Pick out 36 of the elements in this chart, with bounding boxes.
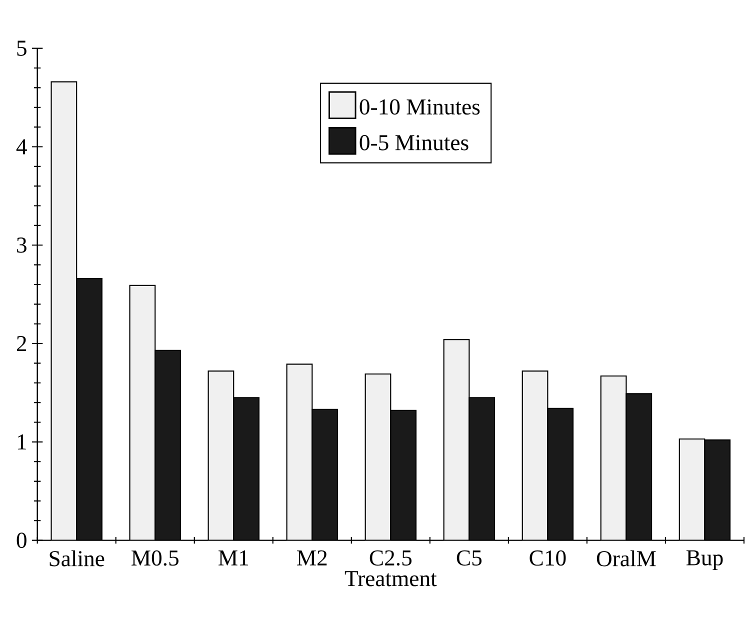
x-axis-title: Treatment — [344, 571, 437, 586]
bar — [51, 82, 77, 540]
x-tick-label: M1 — [218, 550, 248, 566]
bar — [522, 371, 548, 540]
bar — [444, 340, 470, 540]
bar — [704, 439, 731, 540]
bar — [600, 376, 626, 540]
x-tick-label: Saline — [50, 550, 104, 566]
bar — [234, 398, 259, 540]
bar — [626, 394, 652, 540]
bar — [365, 374, 391, 540]
y-tick-label: 4 — [16, 139, 27, 154]
x-tick-label: M0.5 — [132, 550, 178, 566]
x-tick-label: C5 — [456, 550, 482, 566]
bar — [390, 410, 416, 540]
bar — [76, 278, 102, 540]
y-tick-label: 5 — [17, 40, 26, 56]
bar — [208, 371, 234, 540]
x-tick-label: C2.5 — [370, 550, 412, 566]
bar — [286, 364, 312, 540]
y-tick-label: 0 — [16, 532, 26, 548]
bar — [548, 408, 574, 540]
legend-label: 0-5 Minutes — [360, 135, 468, 150]
x-tick-label: Bup — [686, 550, 723, 570]
y-tick-label: 2 — [16, 336, 26, 352]
x-tick-label: OralM — [596, 550, 656, 566]
y-tick-label: 3 — [17, 238, 26, 253]
bar — [155, 350, 180, 540]
x-tick-label: C10 — [530, 550, 566, 566]
bar — [312, 409, 338, 540]
legend-label: 0-10 Minutes — [360, 99, 480, 115]
bar — [678, 438, 706, 540]
bar — [469, 398, 495, 540]
bar — [130, 285, 156, 540]
x-tick-label: M2 — [297, 550, 327, 566]
y-tick-label: 1 — [18, 434, 26, 450]
